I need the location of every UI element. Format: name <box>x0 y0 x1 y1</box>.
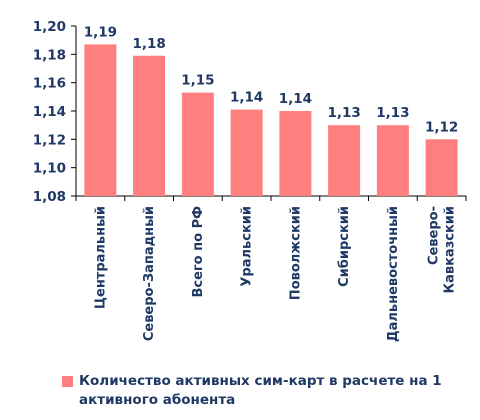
legend-label: Количество активных сим-карт в расчете н… <box>79 373 442 408</box>
bar <box>84 44 117 196</box>
data-label: 1,14 <box>279 91 312 107</box>
data-label: 1,13 <box>327 105 360 121</box>
y-tick-label: 1,16 <box>33 76 66 92</box>
bar <box>376 125 409 196</box>
category-label-line: Северо-Западный <box>142 206 157 341</box>
category-label: Всего по РФ <box>191 206 206 298</box>
bar <box>425 139 458 196</box>
category-label: Уральский <box>240 206 255 287</box>
category-label: Северо-Кавказский <box>427 206 458 294</box>
category-label: Сибирский <box>337 206 352 287</box>
data-label: 1,12 <box>425 119 458 135</box>
legend: Количество активных сим-карт в расчете н… <box>62 372 462 410</box>
y-tick-label: 1,10 <box>33 161 66 177</box>
category-label-line: Кавказский <box>443 206 458 294</box>
data-label: 1,14 <box>230 90 263 106</box>
category-label: Поволжский <box>288 206 303 300</box>
category-label-line: Сибирский <box>337 206 352 287</box>
category-label-line: Уральский <box>240 206 255 287</box>
y-tick-label: 1,14 <box>33 104 66 120</box>
data-label: 1,18 <box>132 36 165 52</box>
category-label: Северо-Западный <box>142 206 157 341</box>
category-label: Дальневосточный <box>386 206 401 342</box>
bar <box>230 109 263 196</box>
data-label: 1,19 <box>84 24 117 40</box>
bar <box>181 92 214 196</box>
category-label-line: Поволжский <box>288 206 303 300</box>
category-label-line: Дальневосточный <box>386 206 401 342</box>
category-label-line: Северо- <box>427 206 442 265</box>
data-label: 1,13 <box>376 105 409 121</box>
bar <box>133 55 166 196</box>
legend-swatch <box>62 376 73 387</box>
data-label: 1,15 <box>181 73 214 89</box>
bar-chart: 1,08 1,10 1,12 1,14 1,16 1,18 1,20 1,19 Централь… <box>33 19 467 342</box>
y-tick-label: 1,20 <box>33 19 66 35</box>
y-tick-label: 1,12 <box>33 132 66 148</box>
bar <box>279 111 312 196</box>
category-label-line: Всего по РФ <box>191 206 206 298</box>
y-tick-label: 1,18 <box>33 47 66 63</box>
bar <box>328 125 361 196</box>
y-tick-label: 1,08 <box>33 189 66 205</box>
category-label: Центральный <box>93 206 108 309</box>
category-label-line: Центральный <box>93 206 108 309</box>
